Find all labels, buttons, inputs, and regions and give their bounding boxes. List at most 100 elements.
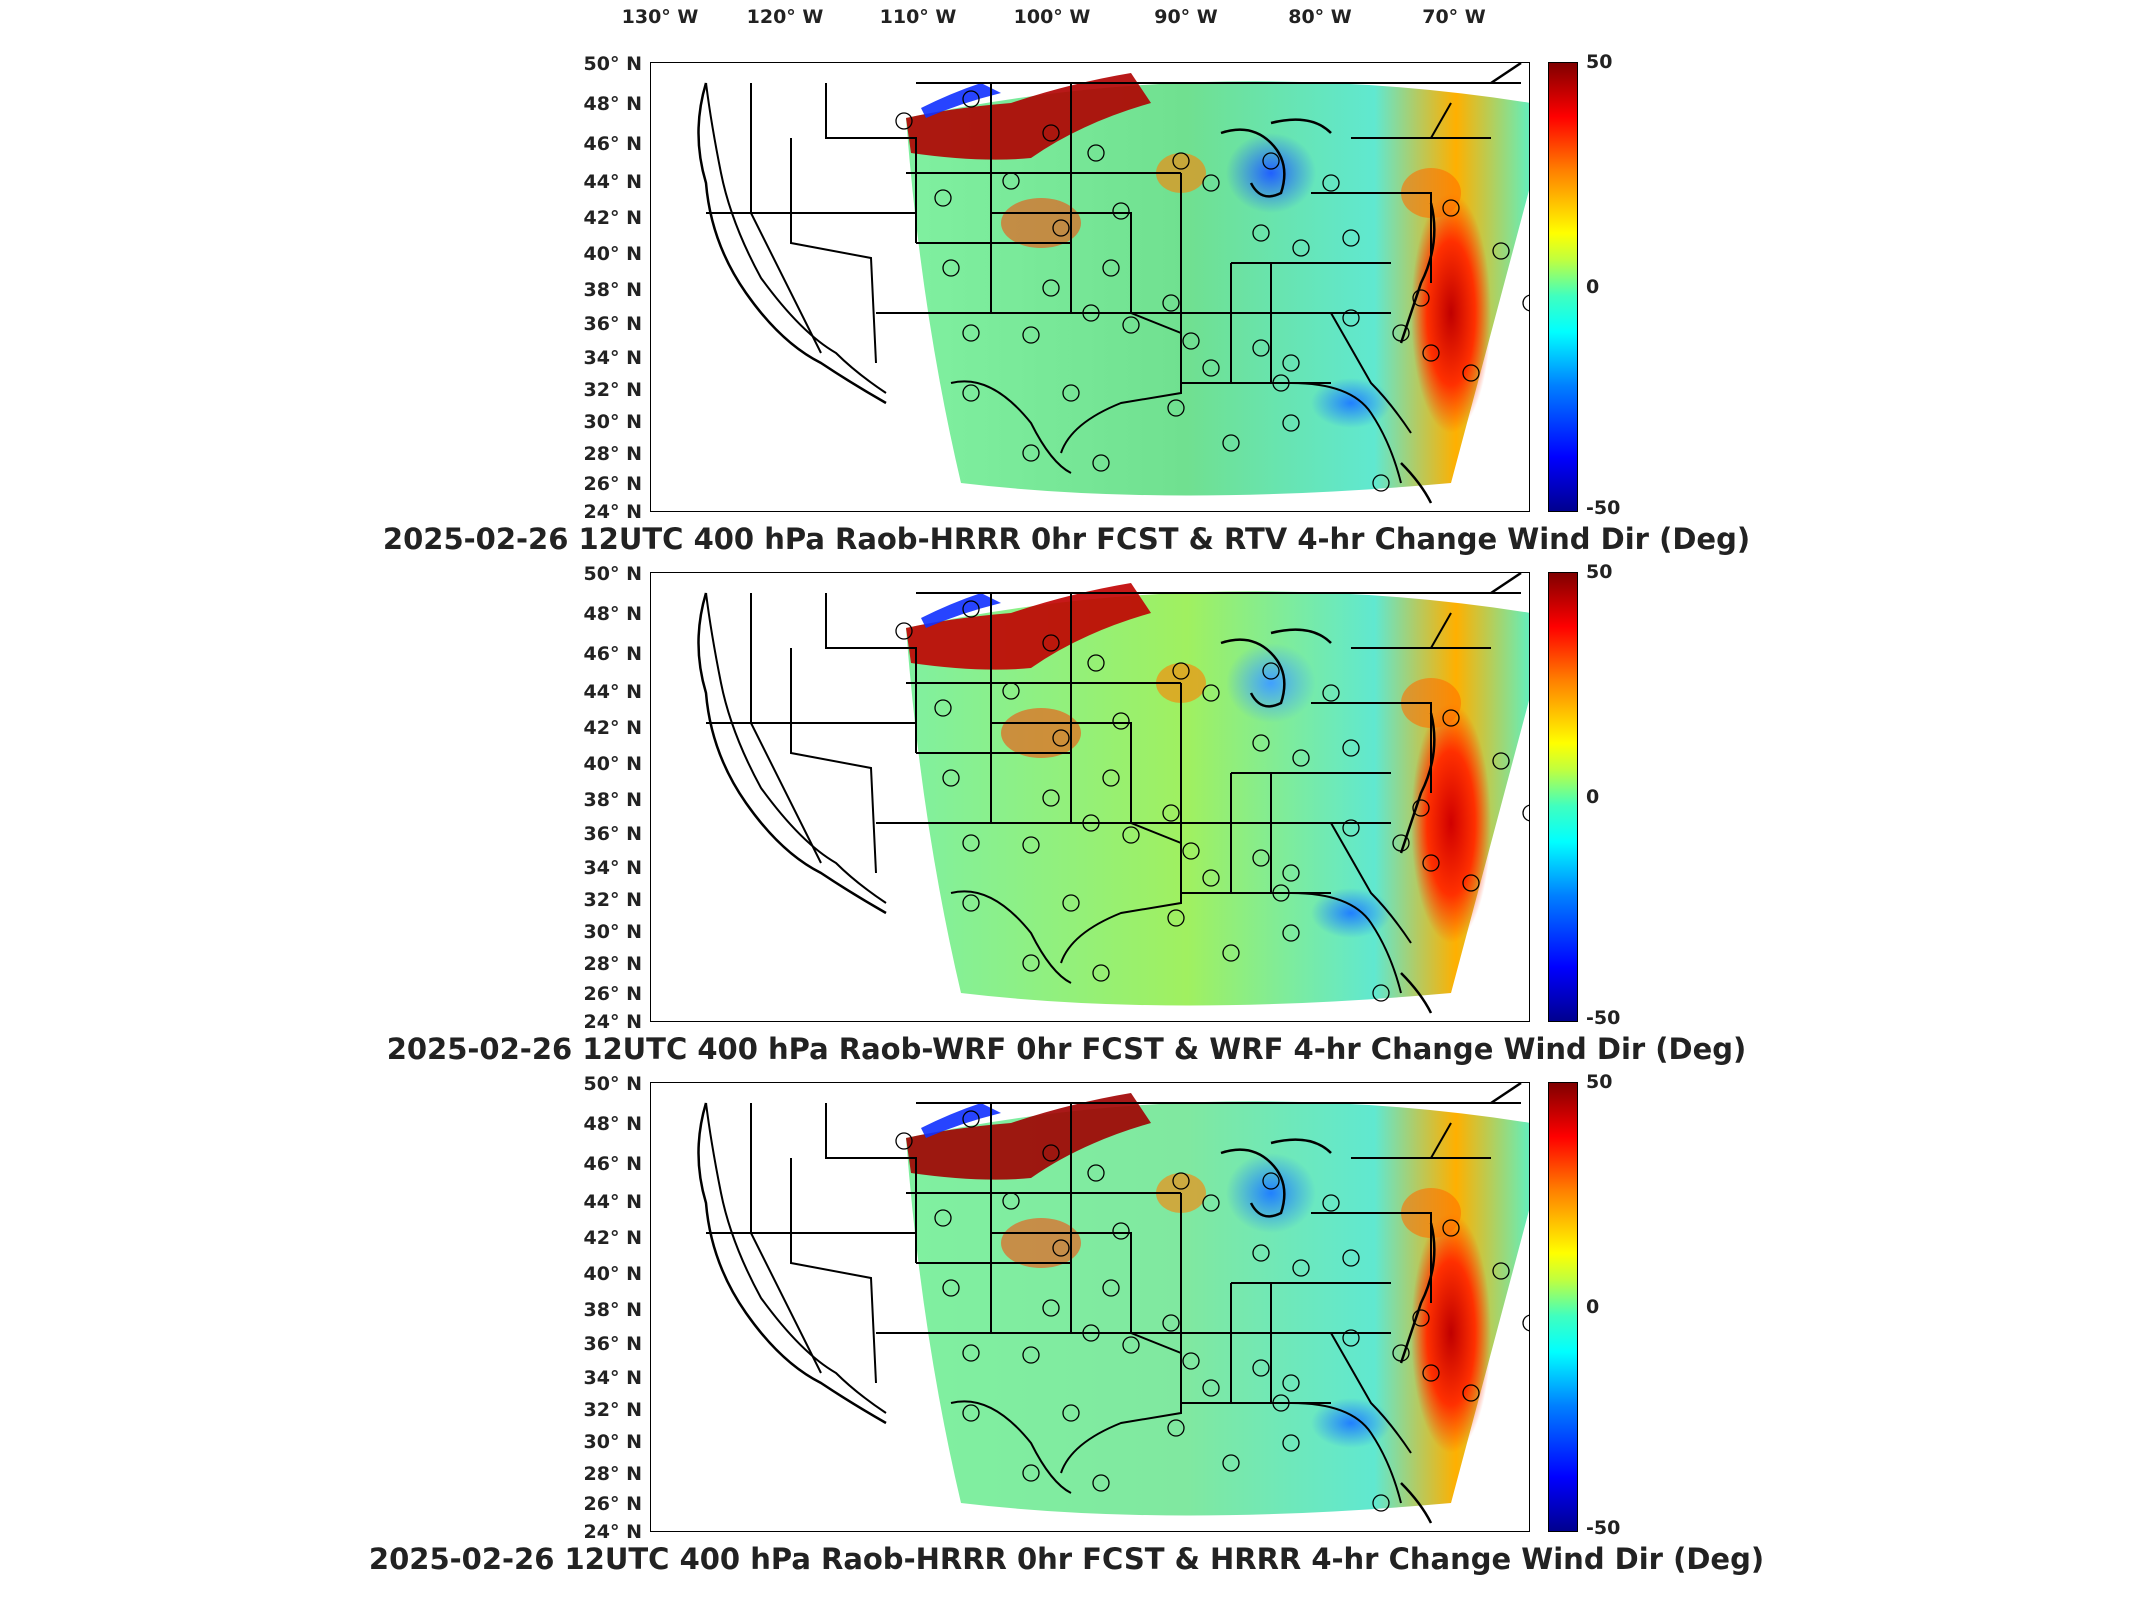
raob-station-marker: [1082, 304, 1100, 322]
raob-station-marker: [962, 894, 980, 912]
map-panel-3: 50° N 48° N 46° N 44° N 42° N 40° N 38° N 36° N…: [0, 1020, 2133, 1576]
latitude-axis: 50° N 48° N 46° N 44° N 42° N 40° N 38° N 36° N…: [560, 563, 642, 1033]
raob-station-marker: [1052, 219, 1070, 237]
raob-station-marker: [1092, 1474, 1110, 1492]
raob-station-marker: [962, 600, 980, 618]
raob-station-marker: [1182, 842, 1200, 860]
lon-label: 120° W: [746, 6, 824, 28]
raob-station-marker: [1202, 1379, 1220, 1397]
raob-station-marker: [1202, 1194, 1220, 1212]
raob-station-marker: [1222, 944, 1240, 962]
lat-label: 36° N: [583, 313, 642, 335]
plains-positive-area: [1001, 708, 1081, 758]
raob-station-marker: [1022, 1464, 1040, 1482]
raob-station-marker: [1042, 789, 1060, 807]
raob-station-marker: [1422, 1364, 1440, 1382]
colorbar: [1548, 62, 1578, 512]
raob-station-marker: [1342, 229, 1360, 247]
lat-label: 32° N: [583, 379, 642, 401]
lat-label: 42° N: [583, 717, 642, 739]
lat-label: 24° N: [583, 1011, 642, 1033]
lat-label: 44° N: [583, 681, 642, 703]
raob-station-marker: [1272, 1394, 1290, 1412]
raob-station-marker: [1042, 1299, 1060, 1317]
raob-station-marker: [1042, 279, 1060, 297]
lat-label: 32° N: [583, 889, 642, 911]
longitude-axis: 130° W 120° W 110° W 100° W 90° W 80° W …: [622, 6, 1530, 36]
raob-station-marker: [1392, 834, 1410, 852]
raob-station-marker: [1122, 1336, 1140, 1354]
raob-station-marker: [1172, 1172, 1190, 1190]
raob-station-marker: [1282, 1434, 1300, 1452]
raob-station-marker: [962, 324, 980, 342]
raob-station-marker: [1167, 399, 1185, 417]
raob-station-marker: [1422, 854, 1440, 872]
lon-label: 80° W: [1288, 6, 1352, 28]
raob-station-marker: [1282, 1374, 1300, 1392]
raob-station-marker: [1022, 954, 1040, 972]
raob-station-marker: [1092, 454, 1110, 472]
raob-station-marker: [934, 1209, 952, 1227]
raob-station-marker: [1202, 869, 1220, 887]
raob-station-marker: [1372, 474, 1390, 492]
lat-label: 46° N: [583, 643, 642, 665]
raob-station-marker: [1492, 1262, 1510, 1280]
raob-station-marker: [1262, 662, 1280, 680]
raob-station-marker: [1492, 242, 1510, 260]
great-lakes-negative-area: [1226, 1153, 1316, 1233]
raob-station-marker: [1202, 174, 1220, 192]
raob-station-marker: [1252, 224, 1270, 242]
raob-station-marker: [1392, 324, 1410, 342]
raob-station-marker: [1002, 682, 1020, 700]
raob-station-marker: [1462, 874, 1480, 892]
raob-station-marker: [1372, 984, 1390, 1002]
raob-station-marker: [1062, 384, 1080, 402]
east-coast-positive-area: [1411, 1213, 1491, 1453]
lat-label: 26° N: [583, 1493, 642, 1515]
lat-label: 38° N: [583, 1299, 642, 1321]
raob-station-marker: [1102, 259, 1120, 277]
lat-label: 40° N: [583, 243, 642, 265]
great-lakes-negative-area: [1226, 133, 1316, 213]
northwest-negative-band: [921, 1103, 1001, 1138]
raob-station-marker: [1492, 752, 1510, 770]
panel-title: 2025-02-26 12UTC 400 hPa Raob-HRRR 0hr F…: [368, 1542, 1765, 1576]
colorbar-min-label: -50: [1586, 1007, 1621, 1029]
raob-station-marker: [1372, 1494, 1390, 1512]
raob-station-marker: [962, 1344, 980, 1362]
southeast-negative-area: [1311, 888, 1391, 938]
wind-direction-map: [697, 573, 1529, 1014]
lat-label: 40° N: [583, 1263, 642, 1285]
raob-station-marker: [1422, 344, 1440, 362]
lat-label: 50° N: [583, 53, 642, 75]
lat-label: 38° N: [583, 789, 642, 811]
map-frame: [650, 1082, 1530, 1532]
raob-station-marker: [962, 1404, 980, 1422]
raob-station-marker: [1087, 144, 1105, 162]
raob-station-marker: [1272, 884, 1290, 902]
raob-station-marker: [1052, 729, 1070, 747]
raob-station-marker: [1322, 174, 1340, 192]
lat-label: 24° N: [583, 1521, 642, 1543]
lat-label: 34° N: [583, 1367, 642, 1389]
raob-station-marker: [942, 1279, 960, 1297]
lat-label: 44° N: [583, 171, 642, 193]
raob-station-marker: [1092, 964, 1110, 982]
raob-station-marker: [1392, 1344, 1410, 1362]
colorbar-mid-label: 0: [1586, 786, 1600, 808]
lat-label: 28° N: [583, 953, 642, 975]
raob-station-marker: [942, 769, 960, 787]
lat-label: 34° N: [583, 347, 642, 369]
raob-station-marker: [1252, 1244, 1270, 1262]
colorbar-mid-label: 0: [1586, 276, 1600, 298]
lat-label: 36° N: [583, 823, 642, 845]
wind-direction-map: [697, 1083, 1529, 1524]
lat-label: 50° N: [583, 1073, 642, 1095]
panel-title: 2025-02-26 12UTC 400 hPa Raob-HRRR 0hr F…: [382, 522, 1751, 556]
lon-label: 90° W: [1154, 6, 1218, 28]
great-lakes-negative-area: [1226, 643, 1316, 723]
raob-station-marker: [1342, 819, 1360, 837]
plains-positive-area: [1001, 1218, 1081, 1268]
raob-station-marker: [1282, 414, 1300, 432]
lat-label: 40° N: [583, 753, 642, 775]
